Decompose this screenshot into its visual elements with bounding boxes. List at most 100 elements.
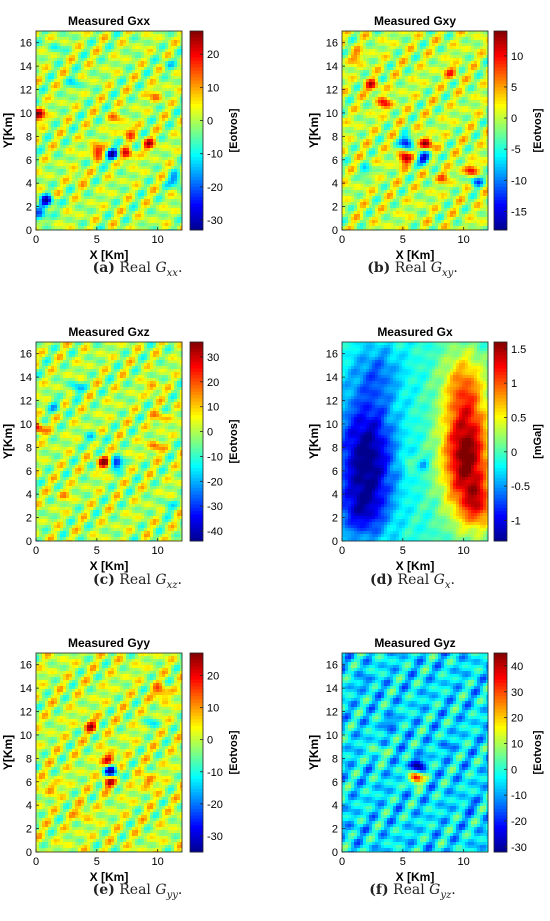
colorbar-frame <box>493 652 508 853</box>
colorbar-tick-label: -10 <box>207 451 223 463</box>
panel-f: Measured Gyz 0 5 10 0 2 4 6 8 10 12 14 16 X [Km] Y[Km]… <box>307 636 544 884</box>
x-tick-label: 5 <box>94 234 100 246</box>
colorbar-label: [Eotvos] <box>228 730 240 774</box>
y-tick-label: 8 <box>26 442 32 454</box>
colorbar-tick-label: -30 <box>511 842 527 854</box>
y-tick-label: 8 <box>332 753 338 765</box>
x-tick-label: 10 <box>152 234 164 246</box>
y-tick-label: 12 <box>20 396 32 408</box>
y-axis-label: Y[Km] <box>1 113 15 148</box>
colorbar-frame <box>493 30 508 231</box>
caption-symbol: G <box>155 882 166 898</box>
colorbar-label: [Eotvos] <box>532 108 544 152</box>
y-tick-label: 16 <box>326 660 338 672</box>
y-tick-label: 14 <box>20 372 32 384</box>
caption-subscript: x <box>445 580 451 591</box>
colorbar: 20 10 0 -10 -20 -30 [Eotvos] <box>189 652 240 853</box>
panel-caption: (c) Real Gxz. <box>0 572 275 591</box>
y-tick-label: 16 <box>20 38 32 50</box>
panel-c: Measured Gxz 0 5 10 0 2 4 6 8 10 12 14 16 X [Km] Y[Km]… <box>1 325 240 573</box>
y-tick-label: 16 <box>20 349 32 361</box>
colorbar-label: [mGal] <box>532 424 544 459</box>
y-tick-label: 2 <box>26 513 32 525</box>
y-tick-label: 8 <box>332 131 338 143</box>
plot-frame <box>341 30 489 231</box>
colorbar-tick-label: 1.5 <box>511 344 526 356</box>
panel-caption: (f) Real Gyz. <box>275 882 550 901</box>
x-axis-label: X [Km] <box>90 559 129 573</box>
colorbar: 30 20 10 0 -10 -20 -30 -40 [Eotvos] <box>189 341 240 542</box>
colorbar-tick-label: 0 <box>511 764 517 776</box>
colorbar-tick-label: 30 <box>207 352 219 364</box>
colorbar-tick-label: -10 <box>511 175 527 187</box>
caption-label: (d) <box>370 572 393 588</box>
colorbar-tick-label: 20 <box>207 49 219 61</box>
colorbar-tick-label: -30 <box>207 831 223 843</box>
y-tick-label: 4 <box>26 800 32 812</box>
x-axis-label: X [Km] <box>396 248 435 262</box>
heatmap <box>342 653 489 853</box>
caption-text: Real <box>115 882 156 898</box>
panel-caption: (b) Real Gxy. <box>275 260 550 279</box>
colorbar-tick-label: -30 <box>207 501 223 513</box>
y-tick-label: 16 <box>20 660 32 672</box>
colorbar-tick-label: -10 <box>207 149 223 161</box>
x-tick-label: 5 <box>94 856 100 868</box>
x-tick-label: 10 <box>458 234 470 246</box>
y-axis-label: Y[Km] <box>307 735 321 770</box>
y-tick-label: 8 <box>26 753 32 765</box>
x-tick-label: 0 <box>339 856 345 868</box>
x-tick-label: 10 <box>458 545 470 557</box>
y-tick-label: 6 <box>332 155 338 167</box>
panel-a: Measured Gxx 0 5 10 0 2 4 6 8 10 12 14 16 X [Km] Y[Km]… <box>1 14 240 262</box>
caption-text: Real <box>115 572 156 588</box>
colorbar-tick-label: -15 <box>511 206 527 218</box>
colorbar-tick-label: 0 <box>207 735 213 747</box>
colorbar-tick-label: 0 <box>207 427 213 439</box>
y-tick-label: 16 <box>326 38 338 50</box>
y-tick-label: 4 <box>332 489 338 501</box>
plot-frame <box>341 652 489 853</box>
y-tick-label: 6 <box>26 777 32 789</box>
y-tick-label: 8 <box>26 131 32 143</box>
x-tick-label: 5 <box>400 234 406 246</box>
y-tick-label: 6 <box>332 777 338 789</box>
colorbar-tick-label: -20 <box>207 476 223 488</box>
x-tick-label: 10 <box>152 856 164 868</box>
caption-label: (e) <box>93 882 115 898</box>
caption-label: (b) <box>367 260 390 276</box>
colorbar-tick-label: -1 <box>511 515 521 527</box>
heatmap <box>342 31 489 231</box>
y-tick-label: 0 <box>332 225 338 237</box>
colorbar-tick-label: -5 <box>511 144 521 156</box>
caption-text: Real <box>393 572 434 588</box>
caption-subscript: yz <box>440 890 451 901</box>
chart-title: Measured Gxz <box>68 325 149 339</box>
caption-symbol: G <box>155 572 166 588</box>
colorbar: 10 5 0 -5 -10 -15 [Eotvos] <box>493 30 544 231</box>
colorbar-tick-label: 10 <box>511 738 523 750</box>
panel-caption: (a) Real Gxx. <box>0 260 275 279</box>
colorbar-tick-label: 20 <box>207 670 219 682</box>
caption-text: Real <box>389 882 430 898</box>
chart-title: Measured Gyz <box>374 636 455 650</box>
plot-frame <box>341 341 489 542</box>
caption-subscript: xy <box>442 268 453 279</box>
y-tick-label: 2 <box>332 513 338 525</box>
colorbar-tick-label: 0 <box>511 447 517 459</box>
colorbar-tick-label: 40 <box>511 661 523 673</box>
plot-frame <box>35 30 183 231</box>
x-axis-label: X [Km] <box>396 870 435 884</box>
y-tick-label: 10 <box>20 730 32 742</box>
caption-subscript: xx <box>167 268 178 279</box>
colorbar-tick-label: 5 <box>511 82 517 94</box>
colorbar-tick-label: -0.5 <box>511 481 530 493</box>
x-tick-label: 5 <box>94 545 100 557</box>
colorbar-tick-label: 10 <box>207 402 219 414</box>
x-axis-label: X [Km] <box>396 559 435 573</box>
y-axis-label: Y[Km] <box>307 424 321 459</box>
colorbar-tick-label: 10 <box>511 51 523 63</box>
y-tick-label: 14 <box>326 61 338 73</box>
y-tick-label: 10 <box>20 419 32 431</box>
